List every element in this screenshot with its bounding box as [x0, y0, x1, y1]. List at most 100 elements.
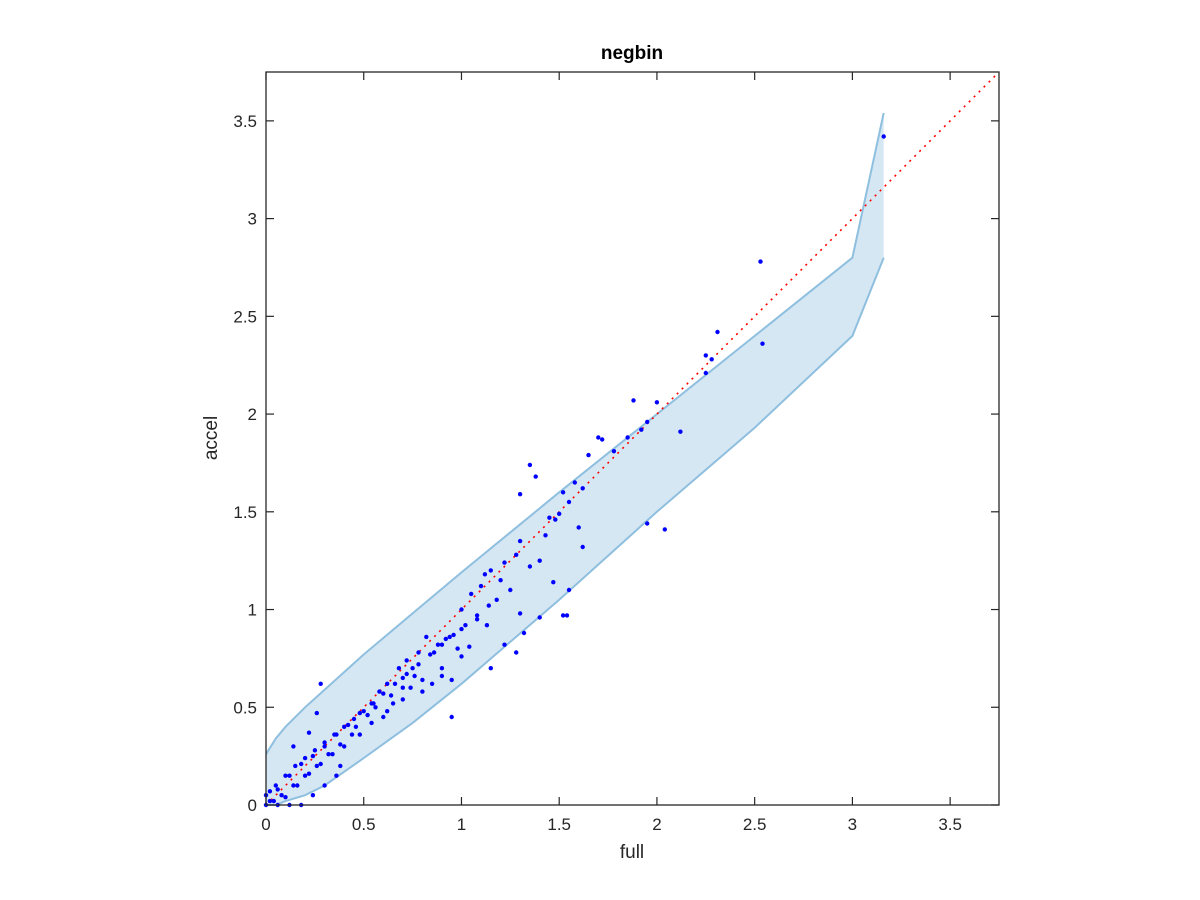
scatter-point: [484, 623, 490, 628]
scatter-point: [420, 677, 425, 683]
scatter-point: [291, 744, 296, 749]
y-tick-label: 1.5: [233, 503, 257, 522]
scatter-point: [560, 490, 566, 495]
scatter-point: [443, 636, 448, 642]
scatter-point: [498, 578, 503, 583]
scatter-point: [502, 560, 507, 565]
scatter-point: [410, 666, 415, 671]
scatter-point: [502, 642, 507, 647]
scatter-point: [482, 572, 488, 577]
chart-title: negbin: [601, 43, 663, 64]
confidence-band: [265, 112, 885, 806]
y-axis-label: accel: [201, 416, 222, 460]
scatter-point: [533, 474, 538, 479]
scatter-point: [547, 515, 552, 520]
scatter-point: [334, 732, 339, 737]
scatter-point: [678, 429, 683, 434]
scatter-point: [514, 552, 519, 557]
scatter-point: [881, 134, 886, 139]
scatter-point: [404, 671, 409, 677]
scatter-point: [400, 675, 405, 681]
scatter-point: [486, 603, 491, 608]
scatter-point: [342, 744, 347, 749]
x-tick-label: 3.5: [938, 815, 962, 834]
scatter-point: [494, 597, 499, 602]
scatter-point: [625, 435, 630, 440]
scatter-point: [369, 720, 374, 726]
scatter-point: [306, 771, 312, 776]
scatter-point: [353, 724, 359, 729]
scatter-point: [467, 644, 472, 649]
scatter-point: [322, 783, 327, 788]
scatter-point: [283, 795, 288, 800]
scatter-point: [463, 623, 468, 628]
scatter-point: [645, 419, 650, 425]
scatter-point: [428, 652, 433, 657]
scatter-point: [365, 712, 370, 718]
scatter-point: [474, 617, 480, 622]
scatter-point: [381, 691, 386, 696]
scatter-point: [314, 763, 319, 769]
band-fill: [266, 113, 884, 805]
scatter-point: [459, 654, 464, 659]
scatter-point: [318, 761, 323, 767]
scatter-point: [349, 732, 355, 737]
scatter-point: [330, 752, 335, 757]
scatter-point: [560, 613, 566, 618]
scatter-point: [283, 773, 288, 778]
scatter-point: [645, 521, 650, 526]
scatter-point: [295, 783, 300, 788]
scatter-point: [572, 480, 577, 485]
scatter-point: [408, 685, 413, 690]
scatter-point: [291, 783, 296, 788]
scatter-point: [424, 634, 429, 640]
scatter-point: [580, 544, 585, 550]
scatter-point: [488, 666, 493, 671]
scatter-point: [508, 587, 513, 593]
scatter-point: [273, 783, 278, 788]
band-upper-edge: [265, 112, 885, 755]
scatter-point: [400, 697, 405, 702]
scatter-point: [703, 353, 708, 358]
scatter-point: [758, 259, 763, 264]
scatter-point: [381, 714, 386, 720]
scatter-point: [302, 755, 308, 761]
scatter-point: [431, 650, 437, 655]
scatter-point: [517, 538, 523, 544]
scatter-point: [310, 753, 316, 759]
scatter-point: [459, 607, 464, 612]
scatter-point: [566, 499, 572, 505]
axes: [265, 71, 1000, 806]
scatter-point: [279, 793, 284, 798]
y-tick-label: 0.5: [233, 698, 257, 717]
scatter-point: [455, 646, 460, 651]
scatter-point: [314, 710, 319, 716]
scatter-point: [537, 615, 542, 620]
scatter-point: [537, 558, 542, 563]
scatter-point: [287, 773, 292, 778]
x-tick-label: 2: [652, 815, 661, 834]
scatter-point: [326, 752, 331, 757]
scatter-point: [478, 583, 484, 589]
scatter-point: [322, 744, 327, 749]
scatter-point: [451, 632, 456, 638]
scatter-point: [586, 452, 591, 458]
scatter-point: [514, 650, 519, 655]
scatter-point: [306, 730, 312, 735]
x-axis-label: full: [620, 842, 644, 863]
scatter-point: [488, 568, 493, 573]
scatter-point: [293, 763, 298, 769]
scatter-point: [385, 681, 390, 686]
scatter-point: [564, 613, 570, 618]
scatter-point: [357, 732, 362, 737]
scatter-point: [715, 329, 720, 335]
scatter-point: [369, 701, 374, 706]
scatter-point: [351, 716, 357, 722]
scatter-point: [357, 710, 362, 716]
scatter-point: [318, 681, 323, 686]
scatter-points: [263, 134, 886, 808]
scatter-point: [412, 673, 417, 679]
reference-line: [265, 71, 1000, 806]
scatter-point: [703, 370, 708, 376]
